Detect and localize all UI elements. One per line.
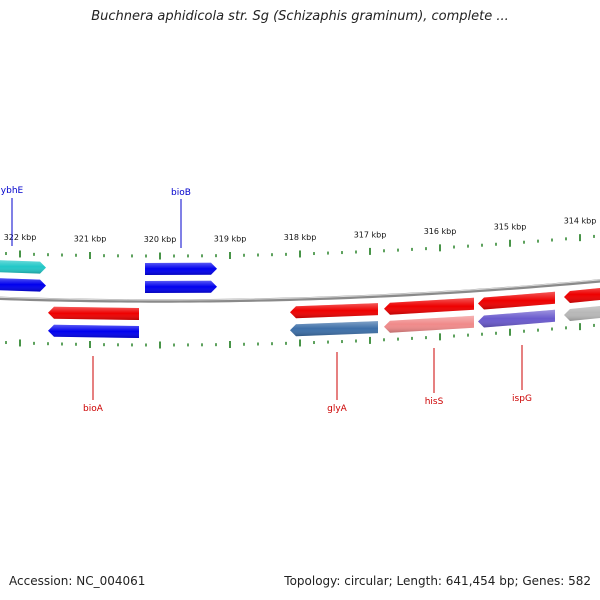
accession-text: Accession: NC_004061 bbox=[9, 574, 146, 588]
feature-shade bbox=[478, 291, 555, 310]
tick-label: 321 kbp bbox=[74, 234, 107, 243]
gene-label-bioA[interactable]: bioA bbox=[83, 404, 104, 414]
tick-label: 320 kbp bbox=[144, 235, 177, 244]
gene-label-ispG[interactable]: ispG bbox=[512, 394, 532, 404]
feature-shade bbox=[384, 297, 474, 315]
genome-summary-text: Topology: circular; Length: 641,454 bp; … bbox=[284, 574, 591, 588]
feature-shade bbox=[145, 280, 217, 293]
gene-label-glyA[interactable]: glyA bbox=[327, 404, 348, 414]
tick-label: 317 kbp bbox=[354, 230, 387, 239]
feature-shade bbox=[290, 303, 378, 319]
feature-shade bbox=[290, 321, 378, 337]
tick-label: 319 kbp bbox=[214, 234, 247, 243]
feature-shade bbox=[48, 324, 139, 338]
tick-label: 322 kbp bbox=[4, 233, 37, 242]
feature-shade bbox=[145, 262, 217, 275]
feature-shade bbox=[564, 306, 600, 321]
tick-label: 318 kbp bbox=[284, 233, 317, 242]
feature-shade bbox=[478, 309, 555, 328]
gene-label-bioB[interactable]: bioB bbox=[171, 188, 191, 198]
feature-shade bbox=[0, 278, 46, 292]
backbone-highlight bbox=[0, 279, 600, 301]
tick-label: 315 kbp bbox=[494, 222, 527, 231]
genome-backbone bbox=[0, 279, 600, 303]
tick-label: 314 kbp bbox=[564, 217, 597, 226]
feature-shade bbox=[48, 306, 139, 320]
gene-label-ybhE[interactable]: ybhE bbox=[1, 186, 24, 196]
map-title: Buchnera aphidicola str. Sg (Schizaphis … bbox=[91, 9, 509, 24]
tick-label: 316 kbp bbox=[424, 227, 457, 236]
feature-shade bbox=[0, 260, 46, 274]
feature-shade bbox=[384, 315, 474, 333]
feature-shade bbox=[564, 288, 600, 303]
gene-label-hisS[interactable]: hisS bbox=[425, 397, 444, 407]
